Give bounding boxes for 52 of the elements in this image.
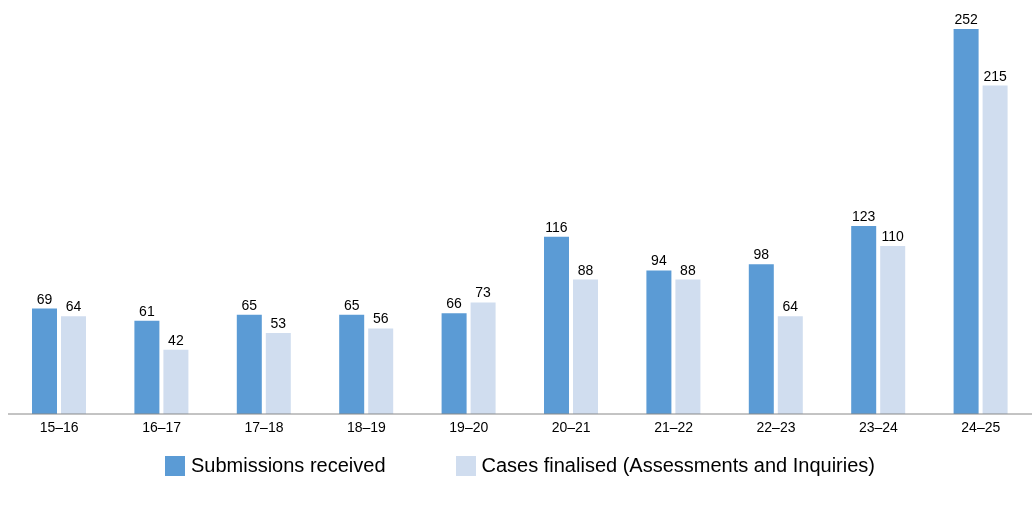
bar [777,316,803,414]
data-label: 56 [372,310,389,327]
bar [134,320,160,414]
data-label: 88 [577,261,594,278]
data-label: 73 [475,284,492,301]
bar [265,333,291,414]
x-tick-label: 17–18 [244,418,284,435]
data-label: 110 [881,227,905,244]
data-label: 42 [168,331,184,348]
data-label: 61 [139,302,155,319]
bar [339,314,365,414]
data-label: 252 [954,11,978,27]
x-tick-label: 23–24 [858,418,899,435]
data-label: 64 [65,298,82,315]
data-label: 116 [545,218,568,235]
bar [748,264,774,414]
bar [851,226,877,414]
data-label: 98 [753,246,770,263]
data-label: 65 [241,296,258,313]
data-label: 123 [852,208,876,225]
bar [953,29,979,414]
bar [163,349,189,414]
x-tick-label: 16–17 [142,418,182,435]
bar [32,308,57,414]
bar [61,316,86,414]
data-label: 69 [36,290,53,307]
legend-label: Cases finalised (Assessments and Inquiries) [481,454,876,477]
x-tick-label: 24–25 [961,418,1001,435]
bar [982,85,1008,414]
x-tick-label: 20–21 [551,418,591,435]
bar [646,270,672,414]
bar [544,236,569,414]
bar [675,279,701,414]
data-label: 94 [651,252,667,269]
bar [470,302,496,414]
data-label: 65 [343,296,360,313]
data-label: 215 [983,67,1007,84]
x-tick-label: 22–23 [756,418,796,435]
x-tick-label: 19–20 [449,418,489,435]
data-label: 88 [680,261,696,278]
legend-label: Submissions received [190,454,386,477]
x-tick-label: 18–19 [346,418,387,435]
bar [236,314,262,414]
data-label: 64 [782,298,799,315]
bar [880,245,906,414]
x-tick-label: 21–22 [654,418,694,435]
bar [368,328,394,414]
data-label: 53 [270,315,287,332]
bar [441,313,467,414]
bar [573,279,598,414]
x-tick-label: 15–16 [39,418,79,435]
data-label: 66 [446,295,463,312]
